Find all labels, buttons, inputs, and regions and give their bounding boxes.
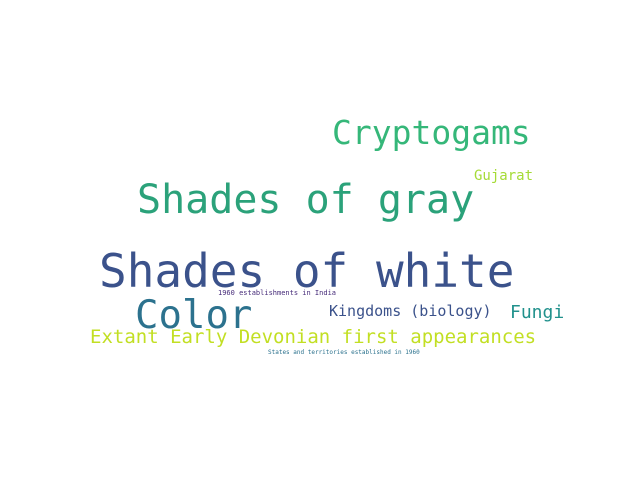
word-states-territories-1960: States and territories established in 19… (268, 349, 420, 356)
word-fungi: Fungi (510, 302, 565, 323)
word-kingdoms-biology: Kingdoms (biology) (329, 302, 492, 320)
word-extant-early-devonian: Extant Early Devonian first appearances (90, 326, 537, 348)
word-color: Color (135, 293, 253, 338)
word-1960-establishments-india: 1960 establishments in India (218, 289, 337, 297)
word-gujarat: Gujarat (474, 168, 534, 184)
word-shades-of-gray: Shades of gray (137, 177, 475, 223)
word-shades-of-white: Shades of white (99, 244, 515, 298)
word-cryptogams: Cryptogams (332, 113, 531, 152)
